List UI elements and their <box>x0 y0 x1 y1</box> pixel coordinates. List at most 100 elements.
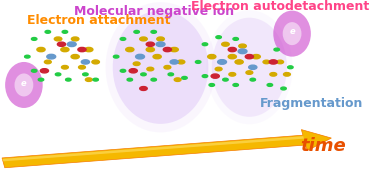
Circle shape <box>195 61 201 63</box>
Ellipse shape <box>206 10 293 124</box>
Circle shape <box>182 76 187 79</box>
Ellipse shape <box>273 11 311 57</box>
Text: Electron autodetachment: Electron autodetachment <box>191 0 369 13</box>
Circle shape <box>168 73 174 76</box>
Circle shape <box>31 69 37 72</box>
Circle shape <box>274 48 279 51</box>
Circle shape <box>284 73 290 76</box>
Circle shape <box>140 37 147 41</box>
Circle shape <box>67 42 76 47</box>
Circle shape <box>269 60 277 64</box>
Text: Electron attachment: Electron attachment <box>27 14 171 27</box>
Circle shape <box>133 62 140 65</box>
Circle shape <box>134 30 139 33</box>
Circle shape <box>136 54 144 59</box>
Circle shape <box>85 47 93 52</box>
Circle shape <box>92 60 99 64</box>
Circle shape <box>55 73 61 76</box>
Text: e: e <box>289 27 295 36</box>
Circle shape <box>120 38 126 40</box>
Circle shape <box>141 73 146 76</box>
Circle shape <box>202 43 208 46</box>
Circle shape <box>208 55 216 59</box>
Circle shape <box>120 69 126 72</box>
Circle shape <box>146 47 154 52</box>
Circle shape <box>157 37 164 41</box>
Circle shape <box>174 78 181 81</box>
Circle shape <box>85 78 92 81</box>
Circle shape <box>45 30 51 33</box>
Circle shape <box>239 44 246 48</box>
Circle shape <box>62 30 68 33</box>
Circle shape <box>93 78 98 81</box>
Circle shape <box>222 42 229 46</box>
Circle shape <box>71 37 79 41</box>
Circle shape <box>113 55 119 58</box>
Circle shape <box>57 42 66 46</box>
Circle shape <box>270 73 277 76</box>
Circle shape <box>163 47 172 52</box>
Circle shape <box>146 42 154 46</box>
Circle shape <box>228 47 236 52</box>
Text: Molecular negative ion: Molecular negative ion <box>74 5 234 18</box>
Circle shape <box>54 37 62 41</box>
Ellipse shape <box>5 62 43 108</box>
Circle shape <box>263 60 270 64</box>
Circle shape <box>126 47 134 52</box>
Circle shape <box>71 55 79 59</box>
Circle shape <box>153 55 161 59</box>
Circle shape <box>245 55 254 59</box>
Circle shape <box>202 75 208 78</box>
Ellipse shape <box>14 73 33 96</box>
Circle shape <box>40 69 48 73</box>
Ellipse shape <box>113 11 208 124</box>
Circle shape <box>235 60 243 64</box>
Circle shape <box>233 84 239 86</box>
Text: time: time <box>301 137 346 155</box>
Circle shape <box>223 78 228 81</box>
Circle shape <box>216 36 222 39</box>
Circle shape <box>218 60 226 64</box>
Polygon shape <box>2 130 332 168</box>
Circle shape <box>229 73 236 76</box>
Circle shape <box>156 42 165 47</box>
Circle shape <box>233 38 239 40</box>
Circle shape <box>140 87 147 90</box>
Circle shape <box>47 54 56 59</box>
Circle shape <box>61 47 69 52</box>
Circle shape <box>31 38 37 40</box>
Circle shape <box>79 65 85 69</box>
Circle shape <box>44 60 51 64</box>
Circle shape <box>288 66 293 69</box>
Circle shape <box>170 47 178 52</box>
Circle shape <box>164 65 171 69</box>
Circle shape <box>170 60 178 64</box>
Circle shape <box>127 78 133 81</box>
Circle shape <box>151 78 156 81</box>
Circle shape <box>250 78 256 81</box>
Circle shape <box>252 55 260 59</box>
Circle shape <box>277 60 284 64</box>
Circle shape <box>246 71 253 74</box>
Circle shape <box>281 87 286 90</box>
Circle shape <box>66 78 71 81</box>
Circle shape <box>83 73 88 76</box>
Polygon shape <box>2 136 304 161</box>
Circle shape <box>151 30 156 33</box>
Circle shape <box>177 60 185 64</box>
Circle shape <box>209 84 215 86</box>
Circle shape <box>238 49 247 54</box>
Circle shape <box>215 67 222 71</box>
Circle shape <box>37 47 45 52</box>
Circle shape <box>147 67 154 71</box>
Circle shape <box>129 69 137 73</box>
Circle shape <box>38 78 44 81</box>
Ellipse shape <box>212 18 287 117</box>
Circle shape <box>25 55 30 58</box>
Text: Fragmentation: Fragmentation <box>260 97 363 110</box>
Circle shape <box>78 47 86 52</box>
Circle shape <box>228 55 236 59</box>
Ellipse shape <box>283 22 302 45</box>
Circle shape <box>267 84 273 86</box>
Circle shape <box>249 65 257 69</box>
